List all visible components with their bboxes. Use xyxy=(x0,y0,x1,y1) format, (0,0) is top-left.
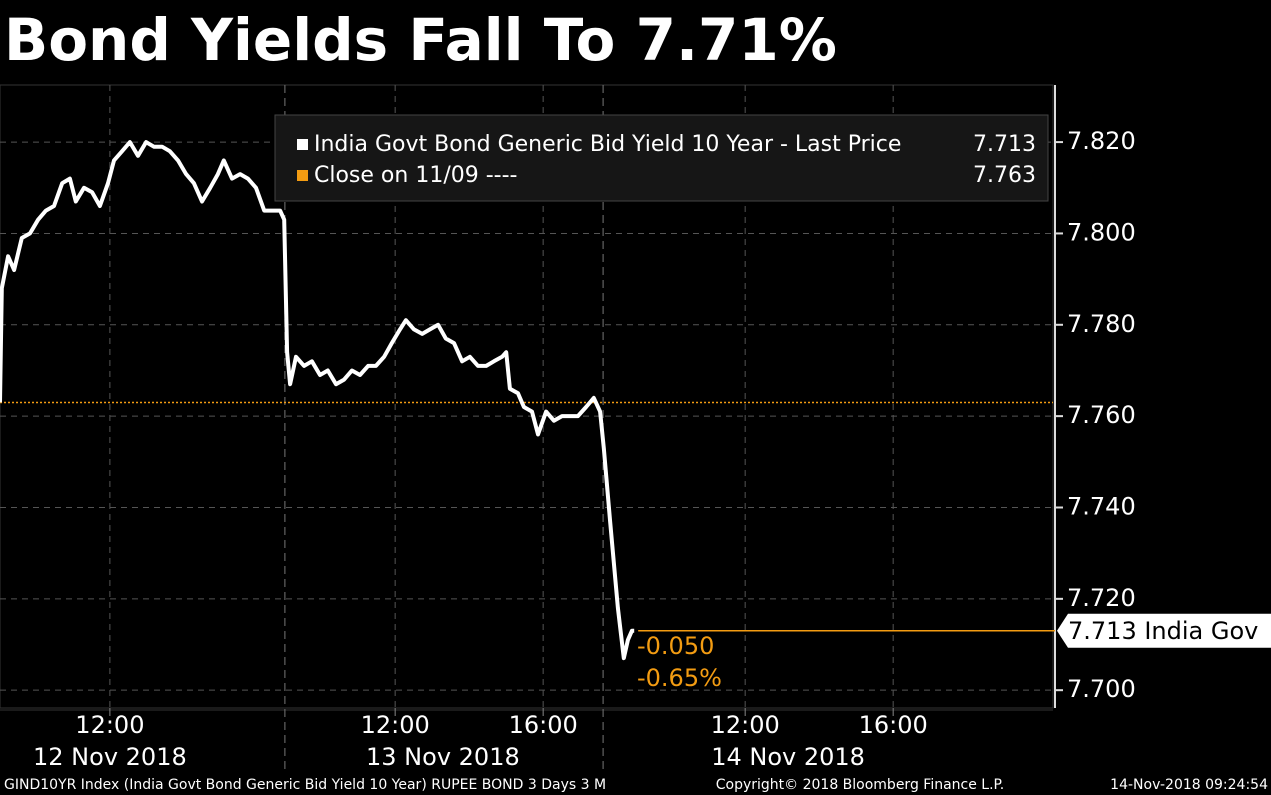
y-tick-label: 7.780 xyxy=(1067,310,1136,338)
y-tick-label: 7.760 xyxy=(1067,401,1136,429)
legend-label: India Govt Bond Generic Bid Yield 10 Yea… xyxy=(314,132,901,157)
y-tick-label: 7.820 xyxy=(1067,127,1136,155)
y-tick-label: 7.800 xyxy=(1067,218,1136,246)
legend-box xyxy=(274,114,1049,202)
x-date-label: 14 Nov 2018 xyxy=(711,743,865,771)
annotation: -0.65% xyxy=(637,664,722,692)
legend-label: Close on 11/09 ---- xyxy=(314,163,517,188)
y-tick-label: 7.700 xyxy=(1067,675,1136,703)
x-tick-label: 12:00 xyxy=(75,711,144,739)
annotation: -0.050 xyxy=(637,632,714,660)
x-tick-label: 12:00 xyxy=(711,711,780,739)
legend: India Govt Bond Generic Bid Yield 10 Yea… xyxy=(274,114,1049,202)
legend-value: 7.763 xyxy=(973,163,1036,188)
x-tick-label: 12:00 xyxy=(361,711,430,739)
price-tag xyxy=(1057,613,1271,648)
x-date-label: 12 Nov 2018 xyxy=(33,743,187,771)
x-date-label: 13 Nov 2018 xyxy=(366,743,520,771)
x-tick-label: 16:00 xyxy=(509,711,578,739)
chart-title: Bond Yields Fall To 7.71% xyxy=(4,6,837,74)
footer-center: Copyright© 2018 Bloomberg Finance L.P. xyxy=(716,777,1005,793)
legend-swatch xyxy=(297,139,308,150)
series-line xyxy=(0,140,635,661)
y-tick-label: 7.740 xyxy=(1067,492,1136,520)
footer-left: GIND10YR Index (India Govt Bond Generic … xyxy=(4,777,606,793)
legend-value: 7.713 xyxy=(973,132,1036,157)
price-tag-label: 7.713 India Gov xyxy=(1068,617,1258,645)
y-tick-label: 7.720 xyxy=(1067,584,1136,612)
legend-swatch xyxy=(297,170,308,181)
footer-right: 14-Nov-2018 09:24:54 xyxy=(1110,777,1268,793)
x-tick-label: 16:00 xyxy=(859,711,928,739)
